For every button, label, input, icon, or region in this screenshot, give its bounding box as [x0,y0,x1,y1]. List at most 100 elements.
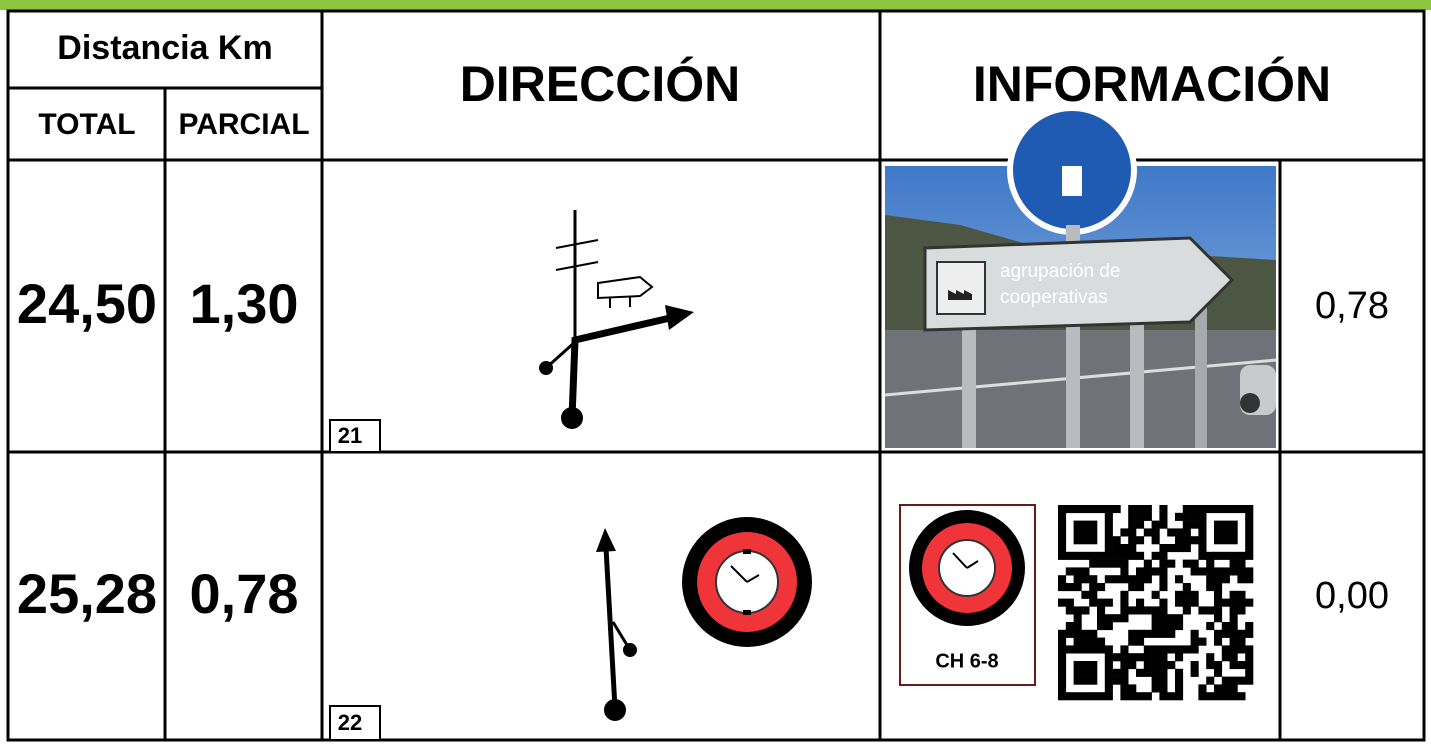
qr-module [1198,692,1207,701]
direction-diagram [539,210,694,429]
qr-module [1136,668,1145,677]
qr-module [1229,528,1238,537]
qr-module [1128,551,1137,560]
qr-module [1120,668,1129,677]
qr-module [1245,505,1254,514]
qr-module [1097,505,1106,514]
qr-module [1089,583,1098,592]
qr-module [1159,544,1168,553]
qr-module [1190,536,1199,545]
qr-module [1089,598,1098,607]
qr-module [1128,512,1137,521]
qr-module [1190,505,1199,514]
qr-module [1206,505,1215,514]
qr-module [1229,629,1238,638]
qr-module [1143,645,1152,654]
qr-module [1175,676,1184,685]
qr-module [1151,629,1160,638]
qr-module [1128,583,1137,592]
qr-module [1214,575,1223,584]
qr-module [1229,559,1238,568]
qr-module [1073,668,1082,677]
qr-module [1214,661,1223,670]
qr-module [1221,684,1230,693]
qr-module [1167,614,1176,623]
qr-module [1175,536,1184,545]
qr-module [1058,661,1067,670]
qr-module [1112,676,1121,685]
qr-module [1237,559,1246,568]
qr-module [1058,520,1067,529]
qr-module [1089,645,1098,654]
qr-module [1136,598,1145,607]
qr-module [1120,684,1129,693]
qr-module [1073,692,1082,701]
qr-module [1167,661,1176,670]
qr-module [1151,590,1160,599]
qr-module [1229,676,1238,685]
qr-module [1175,590,1184,599]
qr-module [1065,598,1074,607]
qr-module [1198,536,1207,545]
qr-module [1206,567,1215,576]
qr-module [1237,606,1246,615]
qr-module [1229,692,1238,701]
qr-module [1065,629,1074,638]
qr-module [1175,598,1184,607]
qr-module [1206,575,1215,584]
qr-module [1190,590,1199,599]
qr-module [1214,536,1223,545]
qr-module [1206,622,1215,631]
qr-module [1221,692,1230,701]
qr-module [1175,668,1184,677]
qr-module [1206,551,1215,560]
qr-module [1221,676,1230,685]
qr-module [1214,590,1223,599]
qr-module [1089,505,1098,514]
partial-km: 1,30 [190,272,299,335]
qr-module [1237,575,1246,584]
qr-module [1136,520,1145,529]
qr-module [1128,505,1137,514]
qr-module [1214,598,1223,607]
qr-module [1237,661,1246,670]
qr-module [1058,551,1067,560]
qr-module [1073,661,1082,670]
qr-module [1104,614,1113,623]
qr-module [1151,551,1160,560]
note-box [329,705,381,741]
qr-module [1104,661,1113,670]
qr-module [1089,590,1098,599]
qr-module [1237,598,1246,607]
qr-module [1237,692,1246,701]
qr-module [1245,512,1254,521]
qr-module [1229,661,1238,670]
qr-module [1073,520,1082,529]
qr-module [1120,606,1129,615]
qr-module [1167,528,1176,537]
checkpoint-icon [682,517,812,647]
qr-module [1097,645,1106,654]
qr-module [1104,536,1113,545]
qr-module [1058,583,1067,592]
qr-module [1151,645,1160,654]
qr-module [1229,606,1238,615]
qr-module [1104,512,1113,521]
qr-module [1190,520,1199,529]
qr-module [1214,567,1223,576]
qr-module [1112,575,1121,584]
qr-module [1221,622,1230,631]
qr-module [1081,692,1090,701]
qr-module [1221,598,1230,607]
qr-module [1190,567,1199,576]
qr-module [1206,676,1215,685]
qr-module [1081,637,1090,646]
qr-module [1214,614,1223,623]
qr-module [1151,536,1160,545]
qr-module [1237,590,1246,599]
qr-module [1182,512,1191,521]
qr-module [1159,520,1168,529]
qr-module [1143,629,1152,638]
qr-module [1237,505,1246,514]
qr-module [1143,661,1152,670]
